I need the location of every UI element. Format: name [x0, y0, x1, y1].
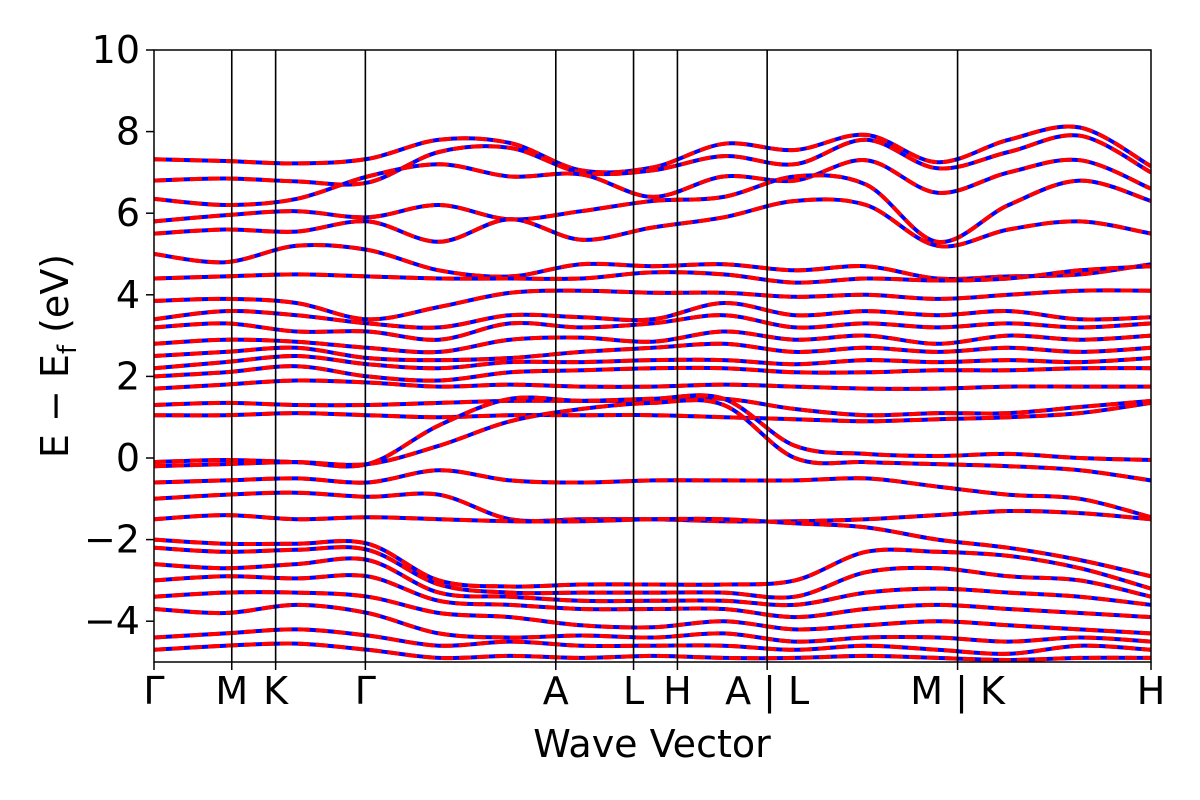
band-line-spin-up — [154, 197, 1151, 249]
x-tick-label: L — [623, 669, 644, 713]
x-tick-label: H — [1137, 669, 1166, 713]
y-axis-label-main: E − E — [33, 354, 77, 458]
band-line-spin-up — [154, 490, 1151, 524]
band-line-spin-up — [154, 173, 1151, 244]
band-line-spin-up — [154, 513, 1151, 579]
band-line-spin-up — [154, 243, 1151, 282]
band-line-spin-up — [154, 157, 1151, 208]
band-line-spin-up — [154, 396, 1151, 418]
band-line-spin-up — [154, 353, 1151, 371]
y-axis-label: E − Ef (eV) — [33, 254, 83, 458]
y-tick-label: 0 — [116, 436, 140, 480]
band-line-spin-up — [154, 329, 1151, 355]
x-tick-label: Γ — [143, 669, 164, 713]
band-line-spin-up — [154, 590, 1151, 636]
x-tick-label: Γ — [355, 669, 376, 713]
x-tick-label: M | K — [910, 669, 1006, 714]
band-line-spin-up — [154, 313, 1151, 342]
y-tick-label: −2 — [84, 518, 140, 562]
x-tick-label: H — [663, 669, 692, 713]
x-tick-label: K — [263, 669, 289, 713]
x-tick-label: M — [215, 669, 248, 713]
band-line-spin-up — [154, 556, 1151, 608]
y-axis-label-subscript: f — [53, 344, 83, 354]
band-line-spin-up — [154, 573, 1151, 620]
band-line-spin-up — [154, 300, 1151, 330]
y-tick-label: 10 — [92, 28, 140, 72]
y-axis-label-unit: (eV) — [33, 254, 77, 345]
y-tick-label: 2 — [116, 354, 140, 398]
y-tick-label: −4 — [84, 599, 140, 643]
band-line-spin-up — [154, 602, 1151, 644]
x-tick-label: A — [543, 669, 569, 713]
band-line-spin-up — [154, 400, 1151, 424]
x-tick-label: A | L — [725, 669, 809, 714]
band-line-spin-up — [154, 133, 1151, 187]
x-axis-label: Wave Vector — [533, 722, 771, 766]
y-tick-label: 8 — [116, 110, 140, 154]
y-tick-label: 6 — [116, 191, 140, 235]
band-line-spin-up — [154, 288, 1151, 322]
band-line-spin-up — [154, 341, 1151, 363]
band-line-spin-up — [154, 627, 1151, 656]
plot-frame — [153, 49, 1152, 663]
band-line-spin-up — [154, 468, 1151, 520]
band-line-spin-up — [154, 545, 1151, 600]
band-line-spin-up — [154, 398, 1151, 483]
y-tick-label: 4 — [116, 273, 140, 317]
band-line-spin-up — [154, 264, 1151, 285]
band-line-spin-up — [154, 364, 1151, 383]
band-line-spin-up — [154, 537, 1151, 591]
band-line-spin-up — [154, 378, 1151, 391]
y-axis-ticks: 10 8 6 4 2 0 −2 −4 — [84, 28, 154, 643]
band-lines — [154, 124, 1151, 662]
kpath-divider-lines — [230, 50, 959, 662]
band-line-spin-up — [154, 641, 1151, 662]
band-line-spin-up — [154, 124, 1151, 175]
